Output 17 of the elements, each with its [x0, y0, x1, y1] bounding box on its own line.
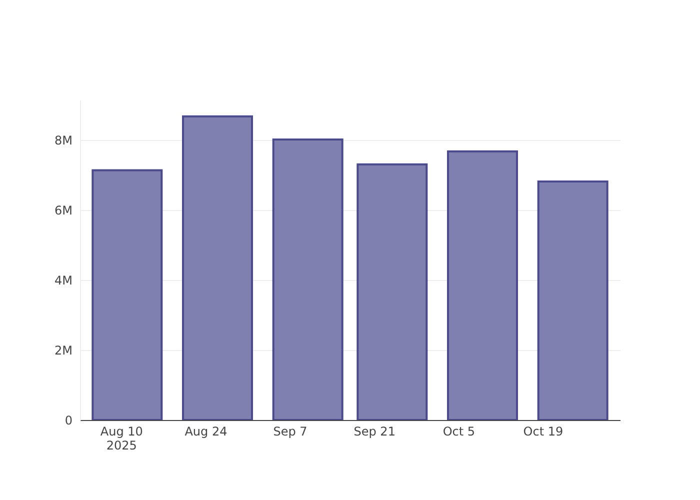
y-tick-label: 4M: [54, 274, 72, 288]
bar: [182, 115, 253, 420]
y-tick-label: 8M: [54, 134, 72, 148]
x-tick-label: Oct 5: [442, 424, 476, 438]
x-tick-label: Sep 7: [273, 424, 308, 438]
x-tick-label: Oct 19: [523, 424, 564, 438]
x-tick-label: Aug 24: [184, 424, 228, 438]
bar: [272, 138, 344, 420]
y-tick-label: 0: [64, 414, 72, 428]
bar: [92, 169, 163, 420]
x-tick-label: Sep 21: [354, 424, 396, 438]
y-tick-label: 6M: [54, 204, 72, 218]
y-tick-label: 2M: [54, 344, 72, 358]
bar: [447, 150, 518, 420]
bar: [356, 163, 428, 420]
bar: [537, 180, 608, 420]
x-tick-label: Aug 10 2025: [100, 424, 143, 452]
